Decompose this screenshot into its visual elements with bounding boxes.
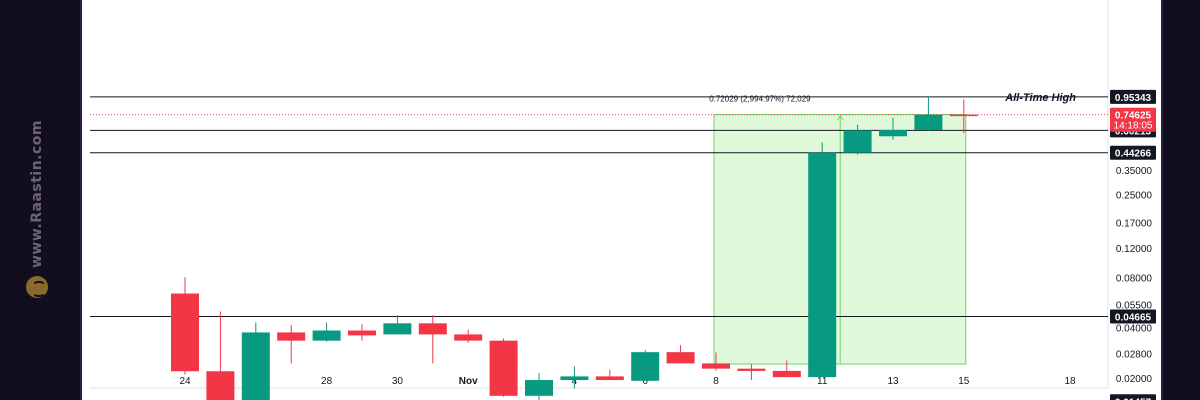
level-price-label: 0.04665 — [1115, 313, 1152, 324]
x-tick-label: 28 — [321, 376, 333, 387]
candle-body — [418, 323, 447, 335]
candle-body — [312, 330, 341, 341]
watermark-text: www.Raastin.com — [29, 120, 45, 269]
candle-body — [241, 332, 270, 400]
y-tick-label: 0.35000 — [1116, 166, 1153, 177]
y-tick-label: 0.17000 — [1116, 218, 1153, 229]
x-tick-label: 18 — [1064, 376, 1076, 387]
right-frame — [1163, 0, 1200, 400]
measure-annotation: 0.72029 (2,994.97%) 72,029 — [709, 95, 811, 104]
brand-logo-icon — [26, 276, 48, 299]
candle-body — [560, 376, 589, 381]
candle-body — [277, 332, 306, 341]
y-tick-label: 0.02000 — [1116, 374, 1153, 385]
y-tick-label: 0.04000 — [1116, 324, 1153, 335]
y-tick-label: 0.08000 — [1116, 273, 1153, 284]
frame-divider-left — [80, 0, 82, 400]
candle-body — [949, 114, 978, 117]
chart-panel[interactable]: 0.72029 (2,994.97%) 72,029 All-Time High 0… — [82, 0, 1161, 400]
left-frame: www.Raastin.com — [0, 0, 80, 400]
x-tick-label: 11 — [817, 376, 828, 387]
x-tick-label: 24 — [179, 376, 191, 387]
level-price-label: 0.01457 — [1115, 397, 1152, 400]
x-tick-label: 13 — [887, 376, 899, 387]
candle-body — [595, 376, 624, 381]
price-chart[interactable]: 0.72029 (2,994.97%) 72,029 All-Time High 0… — [82, 0, 1161, 400]
current-price-badge — [1110, 107, 1156, 132]
current-price-label: 0.74625 — [1115, 111, 1152, 122]
candle-body — [489, 340, 518, 396]
x-tick-label: 15 — [958, 376, 970, 387]
x-tick-label: 30 — [392, 376, 404, 387]
candle-body — [737, 368, 766, 371]
candle-body — [383, 323, 412, 335]
y-tick-label: 0.02800 — [1116, 350, 1153, 361]
y-tick-label: 0.12000 — [1116, 244, 1153, 255]
candle-body — [525, 380, 553, 396]
candle-body — [914, 114, 943, 130]
candle-body — [808, 152, 837, 378]
candle-body — [631, 352, 660, 381]
candle-body — [348, 330, 376, 336]
candle-body — [454, 334, 483, 341]
level-price-label: 0.60213 — [1115, 126, 1152, 137]
level-price-label: 0.44266 — [1115, 149, 1152, 160]
candle-body — [702, 363, 730, 369]
x-tick-label: Nov — [459, 376, 478, 387]
candle-body — [666, 352, 695, 364]
x-tick-label: 6 — [642, 376, 648, 387]
level-price-badge — [1110, 394, 1156, 400]
frame-divider-right — [1161, 0, 1163, 400]
level-price-label: 0.95343 — [1115, 93, 1152, 104]
level-tag-label: All-Time High — [1004, 92, 1076, 104]
watermark: www.Raastin.com — [22, 120, 52, 300]
x-tick-label: 8 — [713, 376, 719, 387]
level-price-badge — [1110, 309, 1156, 324]
candle-body — [171, 293, 199, 372]
level-price-badge — [1110, 145, 1156, 160]
measure-arrow-head — [836, 114, 844, 121]
level-price-badge — [1110, 89, 1156, 104]
countdown-label: 14:18:05 — [1114, 121, 1153, 132]
candle-body — [879, 129, 907, 137]
candle-body — [206, 371, 235, 400]
candle-body — [843, 130, 872, 153]
y-tick-label: 0.05500 — [1116, 301, 1153, 312]
candle-body — [772, 370, 801, 378]
y-tick-label: 0.25000 — [1116, 190, 1153, 201]
